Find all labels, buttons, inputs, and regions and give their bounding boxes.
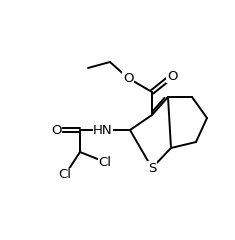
Text: O: O <box>167 70 177 83</box>
Text: Cl: Cl <box>59 168 71 181</box>
Text: O: O <box>123 72 133 84</box>
Text: HN: HN <box>93 124 113 137</box>
Text: O: O <box>51 124 61 137</box>
Text: S: S <box>148 162 156 174</box>
Text: Cl: Cl <box>98 156 111 168</box>
